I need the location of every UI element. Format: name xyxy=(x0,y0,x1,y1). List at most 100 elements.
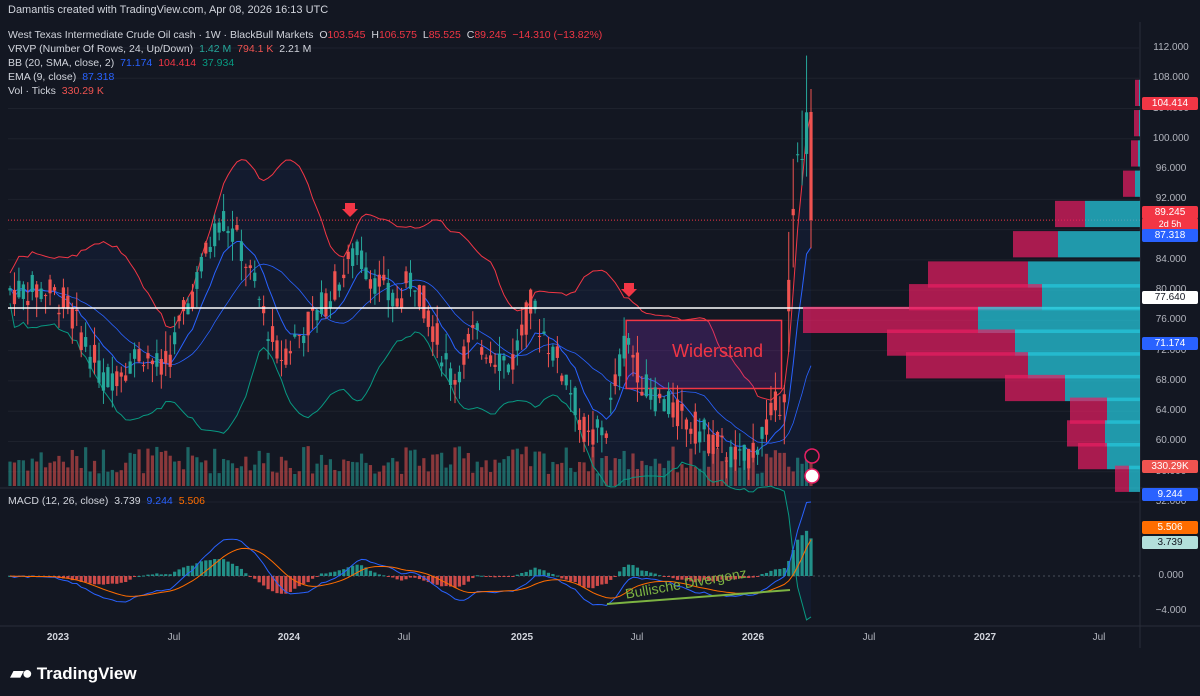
macd-histogram-bar xyxy=(560,576,564,579)
macd-histogram-bar xyxy=(404,576,408,580)
candle-body xyxy=(204,242,208,254)
candle-body xyxy=(640,391,644,396)
volume-bar xyxy=(520,454,524,486)
candle-body xyxy=(315,310,319,321)
candle-body xyxy=(79,332,83,351)
volume-bar xyxy=(288,467,292,486)
macd-hist-value: 3.739 xyxy=(114,495,141,507)
price-tick-label: 112.000 xyxy=(1153,42,1189,53)
hline-tag: 77.640 xyxy=(1142,291,1198,304)
candle-body xyxy=(306,311,310,336)
macd-histogram-bar xyxy=(368,570,373,576)
volume-bar xyxy=(213,448,217,486)
candle-body xyxy=(342,274,346,279)
volume-bar xyxy=(337,471,341,486)
legend-bb[interactable]: BB (20, SMA, close, 2) 71.174 104.414 37… xyxy=(8,57,237,69)
vrvp-down: 794.1 K xyxy=(237,43,274,55)
volume-bar xyxy=(115,472,119,486)
legend-vrvp[interactable]: VRVP (Number Of Rows, 24, Up/Down) 1.42 … xyxy=(8,43,314,55)
bb-upper-line xyxy=(9,114,812,401)
macd-histogram-bar xyxy=(133,576,137,577)
macd-histogram-bar xyxy=(97,576,101,585)
macd-histogram-bar xyxy=(417,576,421,580)
macd-histogram-bar xyxy=(520,572,524,576)
macd-histogram-bar xyxy=(431,576,435,584)
vp-down-bar xyxy=(1078,442,1107,470)
candle-body xyxy=(511,354,515,370)
volume-bar xyxy=(222,458,226,486)
volume-bar xyxy=(35,461,39,486)
volume-bar xyxy=(244,456,248,486)
bb-basis: 71.174 xyxy=(120,57,153,69)
volume-bar xyxy=(293,473,297,486)
volume-bar xyxy=(511,449,515,486)
volume-bar xyxy=(128,452,132,486)
candle-body xyxy=(373,278,377,294)
candle-body xyxy=(199,256,203,272)
tradingview-logo[interactable]: ▰● TradingView xyxy=(10,663,137,684)
macd-histogram-bar xyxy=(92,576,97,585)
macd-histogram-bar xyxy=(302,576,306,584)
volume-bar xyxy=(533,451,537,486)
volume-bar xyxy=(173,461,177,486)
volume-bar xyxy=(319,454,324,486)
volume-bar xyxy=(618,458,622,486)
candle-body xyxy=(302,335,306,344)
volume-bar xyxy=(57,455,61,486)
volume-bar xyxy=(555,464,559,486)
volume-bar xyxy=(248,470,252,486)
legend-ema[interactable]: EMA (9, close) 87.318 xyxy=(8,71,117,83)
volume-bar xyxy=(70,449,74,486)
candle-body xyxy=(791,208,795,216)
vp-down-bar xyxy=(1070,397,1107,424)
macd-histogram-bar xyxy=(377,574,381,576)
volume-bar xyxy=(542,453,546,486)
macd-histogram-bar xyxy=(707,576,711,582)
macd-histogram-bar xyxy=(542,570,546,576)
vp-down-bar xyxy=(1131,140,1138,167)
volume-bar xyxy=(101,449,106,486)
volume-bar xyxy=(315,463,319,486)
legend-volume[interactable]: Vol · Ticks 330.29 K xyxy=(8,85,107,97)
volume-bar xyxy=(626,469,631,486)
volume-bar xyxy=(199,462,203,486)
macd-histogram-bar xyxy=(804,530,809,576)
volume-bar xyxy=(133,453,137,486)
macd-histogram-bar xyxy=(150,574,154,576)
candle-body xyxy=(457,371,462,383)
bb-basis-tag: 71.174 xyxy=(1142,337,1198,350)
lightning-event-icon xyxy=(804,448,820,464)
volume-bar xyxy=(529,466,533,486)
bb-upper-tag: 104.414 xyxy=(1142,97,1198,110)
macd-histogram-bar xyxy=(653,573,657,576)
volume-bar xyxy=(186,447,190,486)
macd-histogram-bar xyxy=(720,576,724,580)
resistance-annotation[interactable]: Widerstand xyxy=(672,341,764,361)
macd-signal-value: 5.506 xyxy=(178,495,205,507)
volume-bar xyxy=(364,462,368,486)
macd-histogram-bar xyxy=(101,576,106,585)
candle-body xyxy=(57,312,61,315)
volume-bar xyxy=(66,467,70,486)
volume-bar xyxy=(475,461,479,486)
volume-bar xyxy=(342,459,346,486)
vp-up-bar xyxy=(1028,352,1140,379)
candle-body xyxy=(644,374,648,397)
candle-body xyxy=(711,434,715,454)
candle-body xyxy=(542,331,546,334)
volume-bar xyxy=(84,447,88,486)
volume-bar xyxy=(489,472,493,486)
candle-body xyxy=(52,287,57,291)
price-tick-label: 64.000 xyxy=(1155,405,1187,417)
price-tick-label: 100.000 xyxy=(1152,132,1190,144)
bb-upper: 104.414 xyxy=(158,57,197,69)
candle-body xyxy=(471,324,475,328)
legend-change: −14.310 (−13.82%) xyxy=(512,29,603,41)
legend-macd[interactable]: MACD (12, 26, close) 3.739 9.244 5.506 xyxy=(8,495,208,507)
volume-bar xyxy=(560,462,564,486)
macd-histogram-bar xyxy=(551,573,555,576)
macd-histogram-bar xyxy=(631,565,635,576)
legend-symbol[interactable]: West Texas Intermediate Crude Oil cash ·… xyxy=(8,29,314,41)
volume-bar xyxy=(782,452,786,486)
